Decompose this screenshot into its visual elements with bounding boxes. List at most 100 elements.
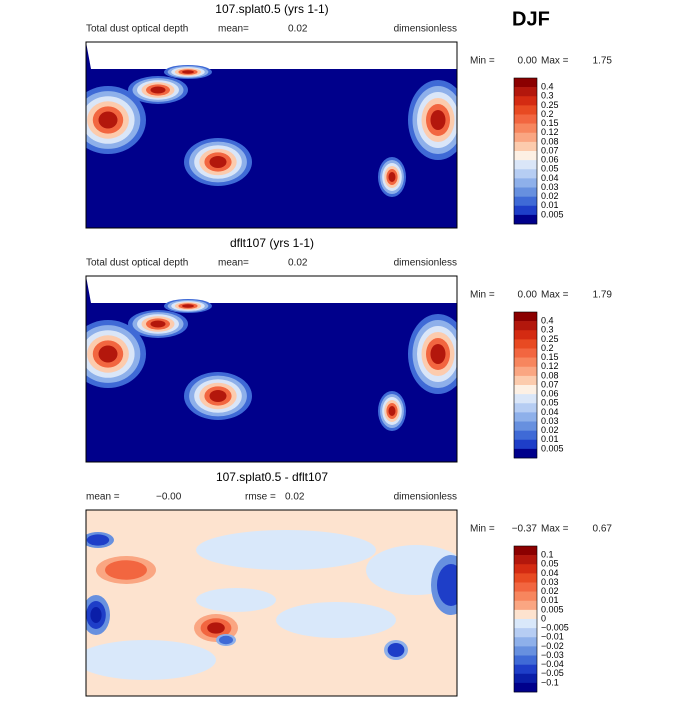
colorbar-label: 0.04: [541, 568, 559, 578]
min-value: 0.00: [518, 56, 538, 67]
colorbar-label: 0.005: [541, 209, 564, 219]
field-name: Total dust optical depth: [86, 258, 188, 269]
colorbar-label: 0.12: [541, 361, 559, 371]
colorbar-swatch: [514, 321, 537, 331]
colorbar-swatch: [514, 609, 537, 620]
field-contour: [430, 344, 446, 364]
colorbar-swatch: [514, 573, 537, 583]
colorbar-label: 0.15: [541, 352, 559, 362]
colorbar-swatch: [514, 312, 537, 322]
colorbar-label: −0.02: [541, 641, 564, 651]
units: dimensionless: [394, 258, 457, 269]
map-background: [86, 276, 457, 462]
field-contour: [219, 635, 233, 645]
colorbar-label: 0.005: [541, 604, 564, 614]
colorbar-label: 0.05: [541, 398, 559, 408]
colorbar-swatch: [514, 78, 537, 88]
colorbar-swatch: [514, 348, 537, 358]
colorbar-swatch: [514, 430, 537, 441]
colorbar-label: 0.01: [541, 434, 559, 444]
panel-title: 107.splat0.5 (yrs 1-1): [215, 2, 328, 16]
colorbar-swatch: [514, 105, 537, 115]
colorbar-swatch: [514, 132, 537, 143]
min-label: Min =: [470, 56, 495, 67]
min-value: 0.00: [518, 290, 538, 301]
map: [85, 41, 458, 229]
colorbar-swatch: [514, 187, 537, 197]
colorbar-label: 0.06: [541, 389, 559, 399]
colorbar-swatch: [514, 87, 537, 97]
colorbar-swatch: [514, 655, 537, 665]
colorbar-swatch: [514, 151, 537, 161]
colorbar-swatch: [514, 330, 537, 340]
colorbar-swatch: [514, 555, 537, 565]
colorbar-label: 0.07: [541, 145, 559, 155]
colorbar-swatch: [514, 394, 537, 404]
colorbar-swatch: [514, 366, 537, 377]
colorbar-swatch: [514, 160, 537, 170]
mean-label: mean=: [218, 24, 249, 35]
field-contour: [98, 345, 118, 363]
field-contour: [388, 172, 396, 182]
colorbar-label: −0.05: [541, 668, 564, 678]
masked-region: [86, 276, 457, 303]
colorbar-label: −0.1: [541, 677, 559, 687]
field-contour: [196, 530, 376, 570]
field-contour: [388, 406, 396, 416]
colorbar-label: 0.15: [541, 118, 559, 128]
panel-title: 107.splat0.5 - dflt107: [216, 470, 328, 484]
field-contour: [86, 640, 216, 680]
colorbar-swatch: [514, 385, 537, 395]
min-value: −0.37: [512, 524, 538, 535]
field-name: Total dust optical depth: [86, 24, 188, 35]
colorbar-label: 0.08: [541, 370, 559, 380]
colorbar-swatch: [514, 646, 537, 656]
field-contour: [209, 390, 227, 402]
colorbar-label: 0.3: [541, 91, 554, 101]
colorbar-label: 0: [541, 613, 546, 623]
mean-value: 0.02: [288, 258, 308, 269]
colorbar-label: 0.07: [541, 379, 559, 389]
colorbar-label: 0.04: [541, 407, 559, 417]
field-contour: [209, 156, 227, 168]
colorbar-label: 0.12: [541, 127, 559, 137]
colorbar-label: 0.03: [541, 182, 559, 192]
max-label: Max =: [541, 524, 569, 535]
colorbar-frame: [513, 545, 538, 693]
mean-label: mean=: [218, 258, 249, 269]
field-contour: [276, 602, 396, 638]
colorbar-label: 0.005: [541, 443, 564, 453]
colorbar-swatch: [514, 403, 537, 413]
min-label: Min =: [470, 290, 495, 301]
colorbar-label: 0.25: [541, 100, 559, 110]
colorbar-label: 0.03: [541, 577, 559, 587]
field-contour: [150, 320, 166, 328]
colorbar-swatch: [514, 214, 537, 225]
colorbar-label: 0.03: [541, 416, 559, 426]
map-frame: [85, 41, 458, 229]
map-field: [86, 510, 457, 696]
colorbar-label: 0.01: [541, 595, 559, 605]
min-label: Min =: [470, 524, 495, 535]
field-contour: [98, 111, 118, 129]
max-value: 0.67: [593, 524, 613, 535]
field-contour: [196, 588, 276, 612]
colorbar-label: 0.4: [541, 82, 554, 92]
map: [85, 275, 458, 463]
field-contour: [207, 622, 225, 634]
colorbar-label: 0.05: [541, 559, 559, 569]
field-contour: [105, 560, 147, 580]
colorbar-label: −0.01: [541, 632, 564, 642]
colorbar-swatch: [514, 582, 537, 592]
field-contour: [182, 70, 194, 74]
field-contour: [86, 534, 110, 546]
colorbar-swatch: [514, 412, 537, 422]
map-frame: [85, 509, 458, 697]
colorbar-swatch: [514, 169, 537, 179]
colorbar-swatch: [514, 357, 537, 368]
map-field: [86, 276, 457, 462]
colorbar-label: 0.01: [541, 200, 559, 210]
colorbar-swatch: [514, 123, 537, 134]
map-field: [86, 42, 457, 228]
